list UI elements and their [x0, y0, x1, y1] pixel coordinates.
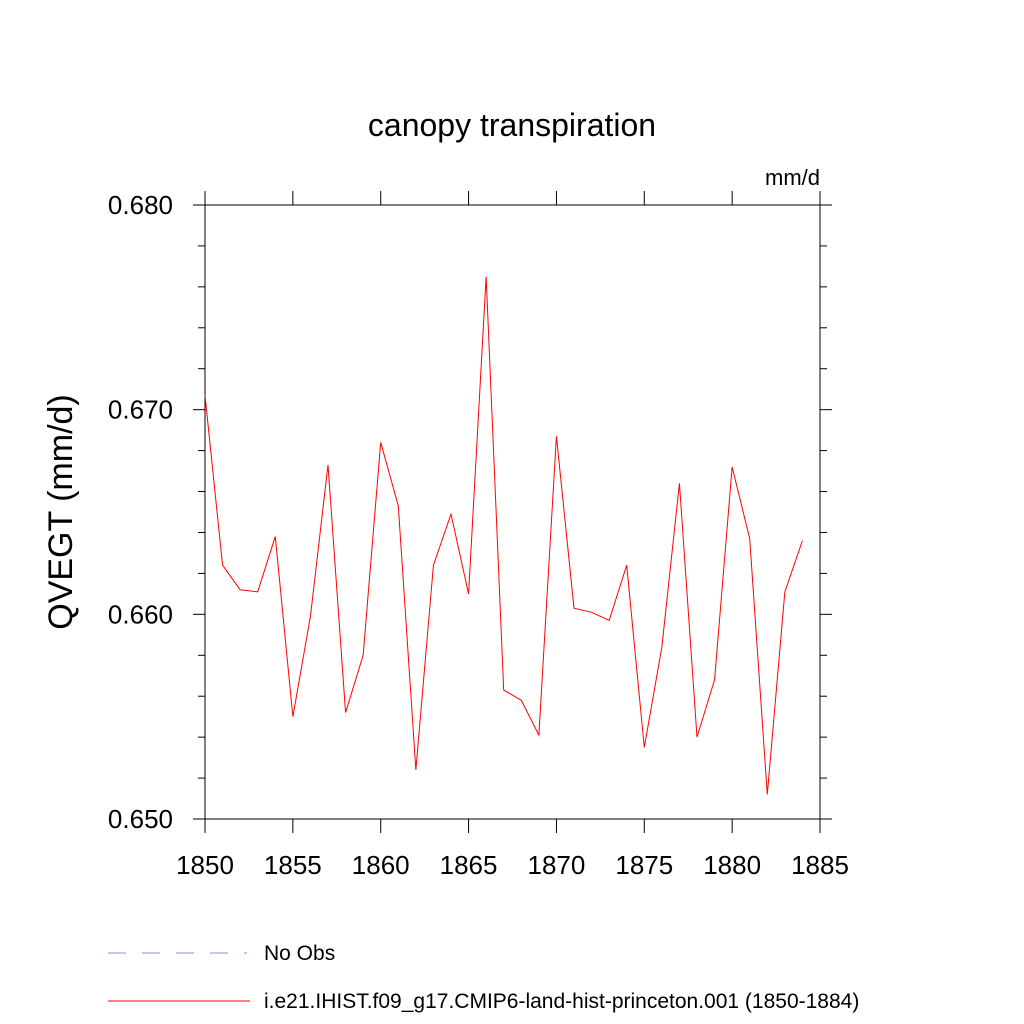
series-line-1 — [204, 276, 803, 795]
y-axis-label: QVEGT (mm/d) — [42, 394, 80, 630]
plot-border — [204, 204, 821, 820]
chart-title: canopy transpiration — [368, 107, 656, 143]
x-axis: 1850 1855 1860 1865 1870 1875 1880 1885 — [176, 191, 849, 880]
x-tick-label: 1850 — [176, 850, 234, 880]
y-tick-label: 0.670 — [108, 395, 173, 425]
series-layer — [204, 276, 803, 795]
y-tick-label: 0.660 — [108, 599, 173, 629]
x-tick-label: 1880 — [703, 850, 761, 880]
x-tick-label: 1875 — [615, 850, 673, 880]
legend-label-no-obs: No Obs — [264, 942, 335, 965]
y-tick-label: 0.680 — [108, 190, 173, 220]
x-tick-label: 1860 — [352, 850, 410, 880]
units-label: mm/d — [765, 165, 820, 190]
x-tick-label: 1855 — [264, 850, 322, 880]
plot-frame — [204, 204, 821, 820]
x-tick-label: 1865 — [440, 850, 498, 880]
legend-label-model-run: i.e21.IHIST.f09_g17.CMIP6-land-hist-prin… — [264, 990, 859, 1013]
y-axis: 0.650 0.660 0.670 0.680 — [108, 190, 832, 834]
y-tick-label: 0.650 — [108, 804, 173, 834]
x-tick-label: 1885 — [791, 850, 849, 880]
legend: No Obs i.e21.IHIST.f09_g17.CMIP6-land-hi… — [108, 942, 859, 1013]
x-tick-label: 1870 — [528, 850, 586, 880]
